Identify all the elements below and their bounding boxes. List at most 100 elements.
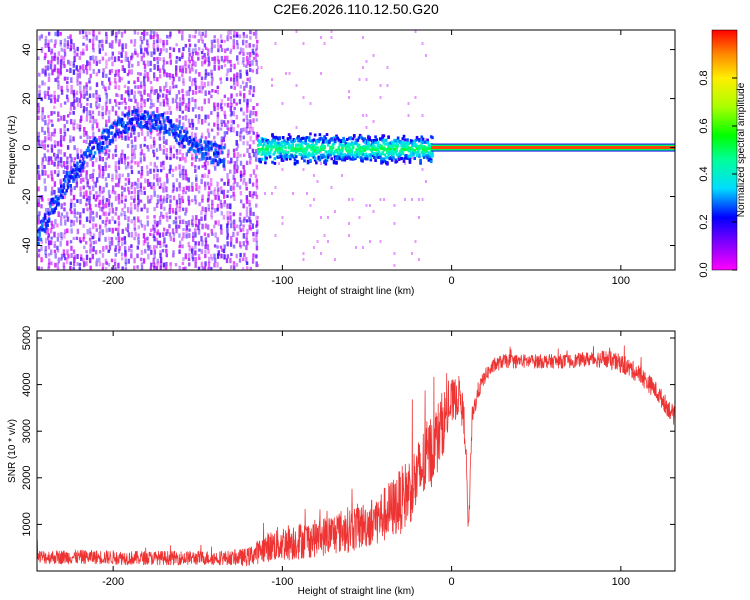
noise-cell — [178, 143, 182, 148]
band-cell — [343, 153, 347, 157]
noise-cell — [37, 202, 40, 208]
arc-cell — [171, 124, 174, 129]
arc-cell — [213, 143, 216, 147]
noise-cell — [178, 97, 182, 102]
noise-cell — [89, 86, 92, 91]
noise-cell — [105, 124, 108, 128]
noise-cell — [89, 244, 92, 251]
noise-cell — [213, 208, 217, 213]
noise-cell — [393, 204, 396, 207]
noise-cell — [44, 43, 47, 48]
arc-cell — [88, 142, 91, 147]
noise-cell — [178, 233, 181, 238]
noise-cell — [233, 219, 236, 225]
noise-cell — [172, 253, 175, 258]
noise-cell — [79, 173, 83, 178]
noise-cell — [146, 76, 150, 82]
arc-cell — [153, 117, 156, 122]
noise-cell — [255, 135, 259, 141]
band-cell — [420, 144, 424, 148]
noise-cell — [393, 264, 396, 267]
noise-cell — [178, 187, 182, 192]
noise-cell — [236, 61, 240, 65]
noise-cell — [44, 39, 47, 45]
noise-cell — [214, 220, 217, 225]
noise-cell — [235, 93, 239, 97]
noise-cell — [85, 216, 89, 222]
noise-cell — [72, 160, 76, 167]
noise-cell — [124, 51, 128, 58]
band-cell — [271, 133, 274, 137]
noise-cell — [37, 164, 40, 170]
noise-cell — [40, 240, 43, 244]
noise-cell — [172, 220, 176, 225]
noise-cell — [281, 102, 284, 105]
noise-cell — [187, 199, 191, 206]
noise-cell — [92, 93, 95, 98]
noise-cell — [69, 160, 72, 167]
noise-cell — [146, 207, 149, 214]
noise-cell — [178, 198, 182, 205]
arc-cell — [123, 125, 127, 130]
noise-cell — [152, 233, 155, 238]
arc-cell — [118, 118, 121, 123]
noise-cell — [205, 271, 207, 275]
band-cell — [293, 158, 297, 162]
noise-cell — [209, 253, 213, 259]
noise-cell — [334, 258, 336, 261]
noise-cell — [44, 35, 48, 40]
arc-cell — [61, 195, 64, 200]
noise-cell — [50, 131, 54, 137]
band-cell — [326, 155, 330, 159]
arc-cell — [43, 213, 47, 218]
noise-cell — [226, 220, 230, 225]
noise-cell — [233, 86, 236, 91]
band-cell — [392, 141, 395, 145]
noise-cell — [239, 135, 242, 142]
noise-cell — [147, 118, 150, 125]
noise-cell — [82, 139, 86, 144]
noise-cell — [83, 126, 86, 132]
band-cell — [397, 155, 401, 159]
noise-cell — [53, 240, 57, 246]
band-cell — [421, 147, 425, 151]
arc-cell — [116, 132, 120, 136]
band-cell — [390, 158, 394, 162]
band-cell — [342, 144, 345, 148]
noise-cell — [140, 207, 143, 212]
band-cell — [413, 157, 416, 161]
noise-cell — [115, 207, 118, 211]
noise-cell — [146, 220, 150, 227]
noise-cell — [185, 220, 188, 225]
band-cell — [371, 143, 375, 147]
noise-cell — [117, 94, 120, 98]
noise-cell — [56, 223, 59, 228]
noise-cell — [184, 266, 187, 270]
noise-cell — [136, 31, 140, 35]
noise-cell — [64, 256, 67, 261]
noise-cell — [194, 223, 198, 228]
noise-cell — [79, 240, 83, 244]
noise-cell — [53, 189, 56, 195]
noise-cell — [144, 178, 147, 184]
noise-cell — [166, 178, 169, 184]
noise-cell — [208, 185, 211, 191]
noise-cell — [233, 73, 236, 79]
noise-cell — [209, 182, 213, 187]
noise-cell — [41, 165, 44, 170]
noise-cell — [41, 198, 44, 202]
noise-cell — [65, 94, 69, 99]
noise-cell — [86, 110, 89, 117]
noise-cell — [223, 202, 226, 208]
noise-cell — [207, 203, 210, 209]
noise-cell — [152, 39, 156, 44]
noise-cell — [88, 110, 92, 116]
noise-cell — [383, 198, 385, 201]
noise-cell — [197, 241, 201, 246]
noise-cell — [37, 102, 40, 107]
noise-cell — [252, 139, 255, 145]
band-cell — [323, 135, 326, 139]
noise-cell — [248, 178, 252, 184]
arc-cell — [177, 134, 181, 138]
